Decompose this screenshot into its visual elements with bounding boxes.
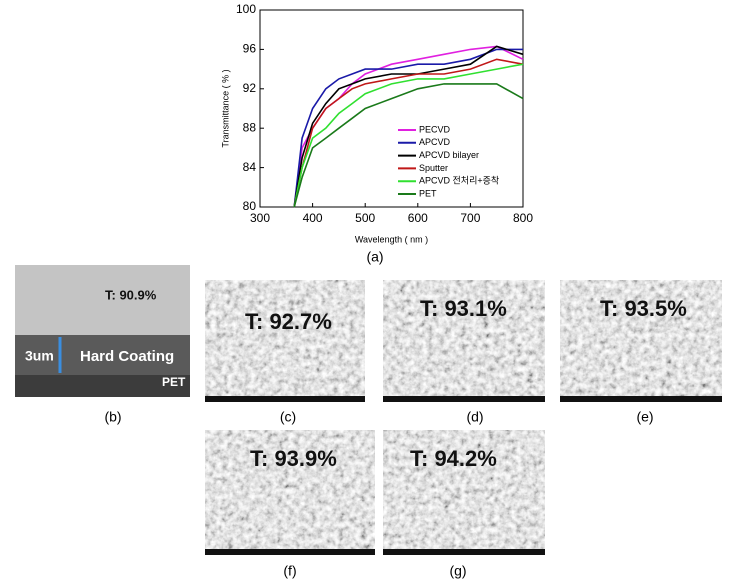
- coating-region: [15, 335, 190, 375]
- layer-label: Hard Coating: [80, 348, 174, 365]
- transmittance-label: T: 93.1%: [420, 296, 507, 321]
- transmittance-label: T: 90.9%: [105, 287, 157, 302]
- sem-panel: T: 93.9% (f): [205, 430, 375, 579]
- panel-caption: (e): [636, 409, 653, 425]
- sem-panel: T: 90.9% 3um Hard Coating PET (b): [15, 265, 190, 425]
- legend-label: APCVD bilayer: [419, 150, 479, 160]
- chart-caption: (a): [366, 249, 383, 265]
- transmittance-label: T: 93.9%: [250, 446, 337, 471]
- panel-caption: (b): [104, 409, 121, 425]
- substrate-label: PET: [162, 375, 186, 389]
- legend-label: Sputter: [419, 163, 448, 173]
- transmittance-label: T: 93.5%: [600, 296, 687, 321]
- x-tick-label: 600: [408, 211, 428, 225]
- x-tick-label: 300: [250, 211, 270, 225]
- legend-label: APCVD: [419, 137, 451, 147]
- legend-label: APCVD 전처리+증착: [419, 175, 499, 186]
- panel-caption: (f): [283, 563, 296, 579]
- y-axis-label: Transmittance ( % ): [220, 69, 230, 147]
- sem-panel: T: 93.1% (d): [383, 280, 545, 425]
- sem-panel: T: 94.2% (g): [383, 430, 545, 579]
- x-axis-label: Wavelength ( nm ): [355, 234, 428, 244]
- panel-caption: (c): [280, 409, 296, 425]
- y-tick-label: 88: [243, 120, 257, 134]
- x-tick-label: 700: [460, 211, 480, 225]
- surface-region: [15, 265, 190, 335]
- transmittance-chart: 80 84 88 92 96 100 300 400 500 600 700 800 Wavelengt…: [220, 2, 533, 265]
- x-tick-label: 400: [303, 211, 323, 225]
- sem-image: [383, 280, 545, 396]
- substrate-region: [15, 375, 190, 397]
- sem-image: [560, 280, 722, 396]
- sem-image: [205, 430, 375, 549]
- panel-caption: (g): [449, 563, 466, 579]
- y-tick-label: 100: [236, 2, 256, 16]
- series-line: [293, 63, 524, 208]
- series-line: [293, 48, 523, 208]
- legend-label: PECVD: [419, 124, 451, 134]
- scale-bar-strip: [383, 549, 545, 555]
- plot-frame: [259, 9, 524, 208]
- y-tick-label: 84: [243, 160, 257, 174]
- x-tick-label: 500: [355, 211, 375, 225]
- scale-bar-strip: [205, 396, 365, 402]
- series-line: [293, 83, 524, 208]
- y-tick-label: 80: [243, 199, 257, 213]
- sem-panel: T: 93.5% (e): [560, 280, 722, 425]
- sem-panels: T: 90.9% 3um Hard Coating PET (b) T: 92.7% (c)…: [15, 265, 722, 579]
- sem-image: [383, 430, 545, 549]
- panel-caption: (d): [466, 409, 483, 425]
- series-line: [293, 45, 524, 208]
- x-tick-label: 800: [513, 211, 533, 225]
- thickness-label: 3um: [25, 348, 54, 364]
- transmittance-label: T: 92.7%: [245, 309, 332, 334]
- y-tick-label: 92: [243, 81, 257, 95]
- legend-label: PET: [419, 188, 437, 198]
- scale-bar-strip: [205, 549, 375, 555]
- scale-bar-strip: [383, 396, 545, 402]
- sem-panel: T: 92.7% (c): [205, 280, 365, 425]
- sem-image: [205, 280, 365, 396]
- transmittance-label: T: 94.2%: [410, 446, 497, 471]
- y-tick-label: 96: [243, 42, 257, 56]
- scale-bar-strip: [560, 396, 722, 402]
- series-line: [293, 58, 524, 208]
